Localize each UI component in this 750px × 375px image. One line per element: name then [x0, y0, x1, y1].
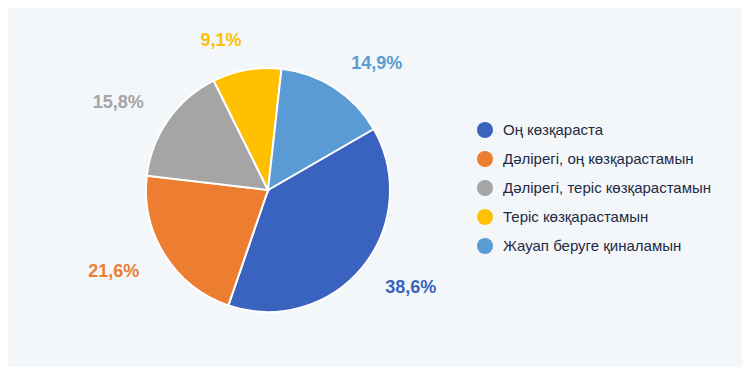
html-text:Дәлірегі, оң көзқарастамын: Дәлірегі, оң көзқарастамын: [503, 150, 694, 167]
html-text:Дәлірегі, теріс көзқарастамын: Дәлірегі, теріс көзқарастамын: [503, 179, 712, 196]
svg-text:9,1%: 9,1%: [201, 30, 242, 50]
html-text:Теріс көзқарастамын: Теріс көзқарастамын: [503, 208, 649, 225]
svg-text:15,8%: 15,8%: [93, 92, 144, 112]
svg-text:38,6%: 38,6%: [385, 277, 436, 297]
html-text:Оң көзқараста: Оң көзқараста: [503, 121, 603, 138]
html-text:Жауап беруге қиналамын: Жауап беруге қиналамын: [503, 237, 682, 254]
svg-text:21,6%: 21,6%: [88, 261, 139, 281]
svg-text:14,9%: 14,9%: [351, 53, 402, 73]
